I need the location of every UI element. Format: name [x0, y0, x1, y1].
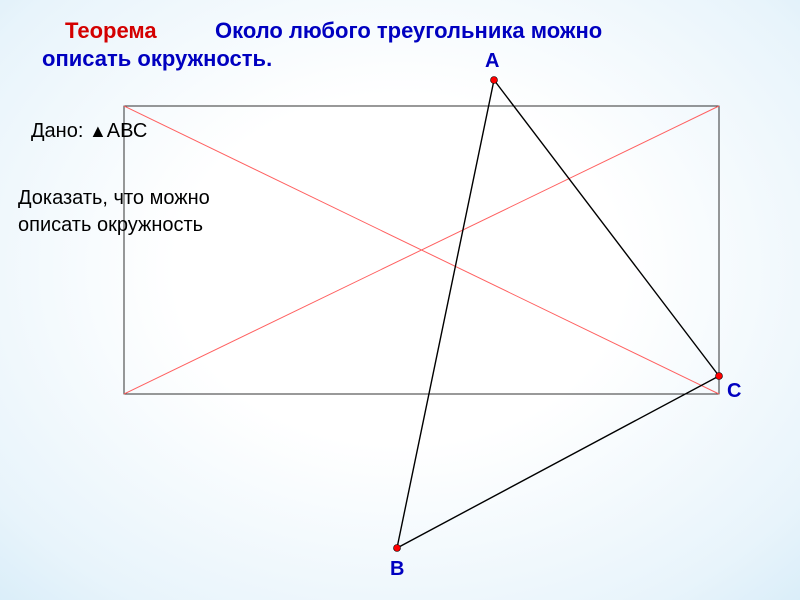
vertex-a-label: А	[485, 50, 499, 73]
geometry-diagram	[0, 0, 800, 600]
triangle-abc	[397, 80, 719, 548]
vertex-b-label: В	[390, 558, 404, 581]
vertex-a-dot	[491, 77, 498, 84]
vertex-c-label: С	[727, 380, 741, 403]
vertex-b-dot	[394, 545, 401, 552]
vertex-c-dot	[716, 373, 723, 380]
